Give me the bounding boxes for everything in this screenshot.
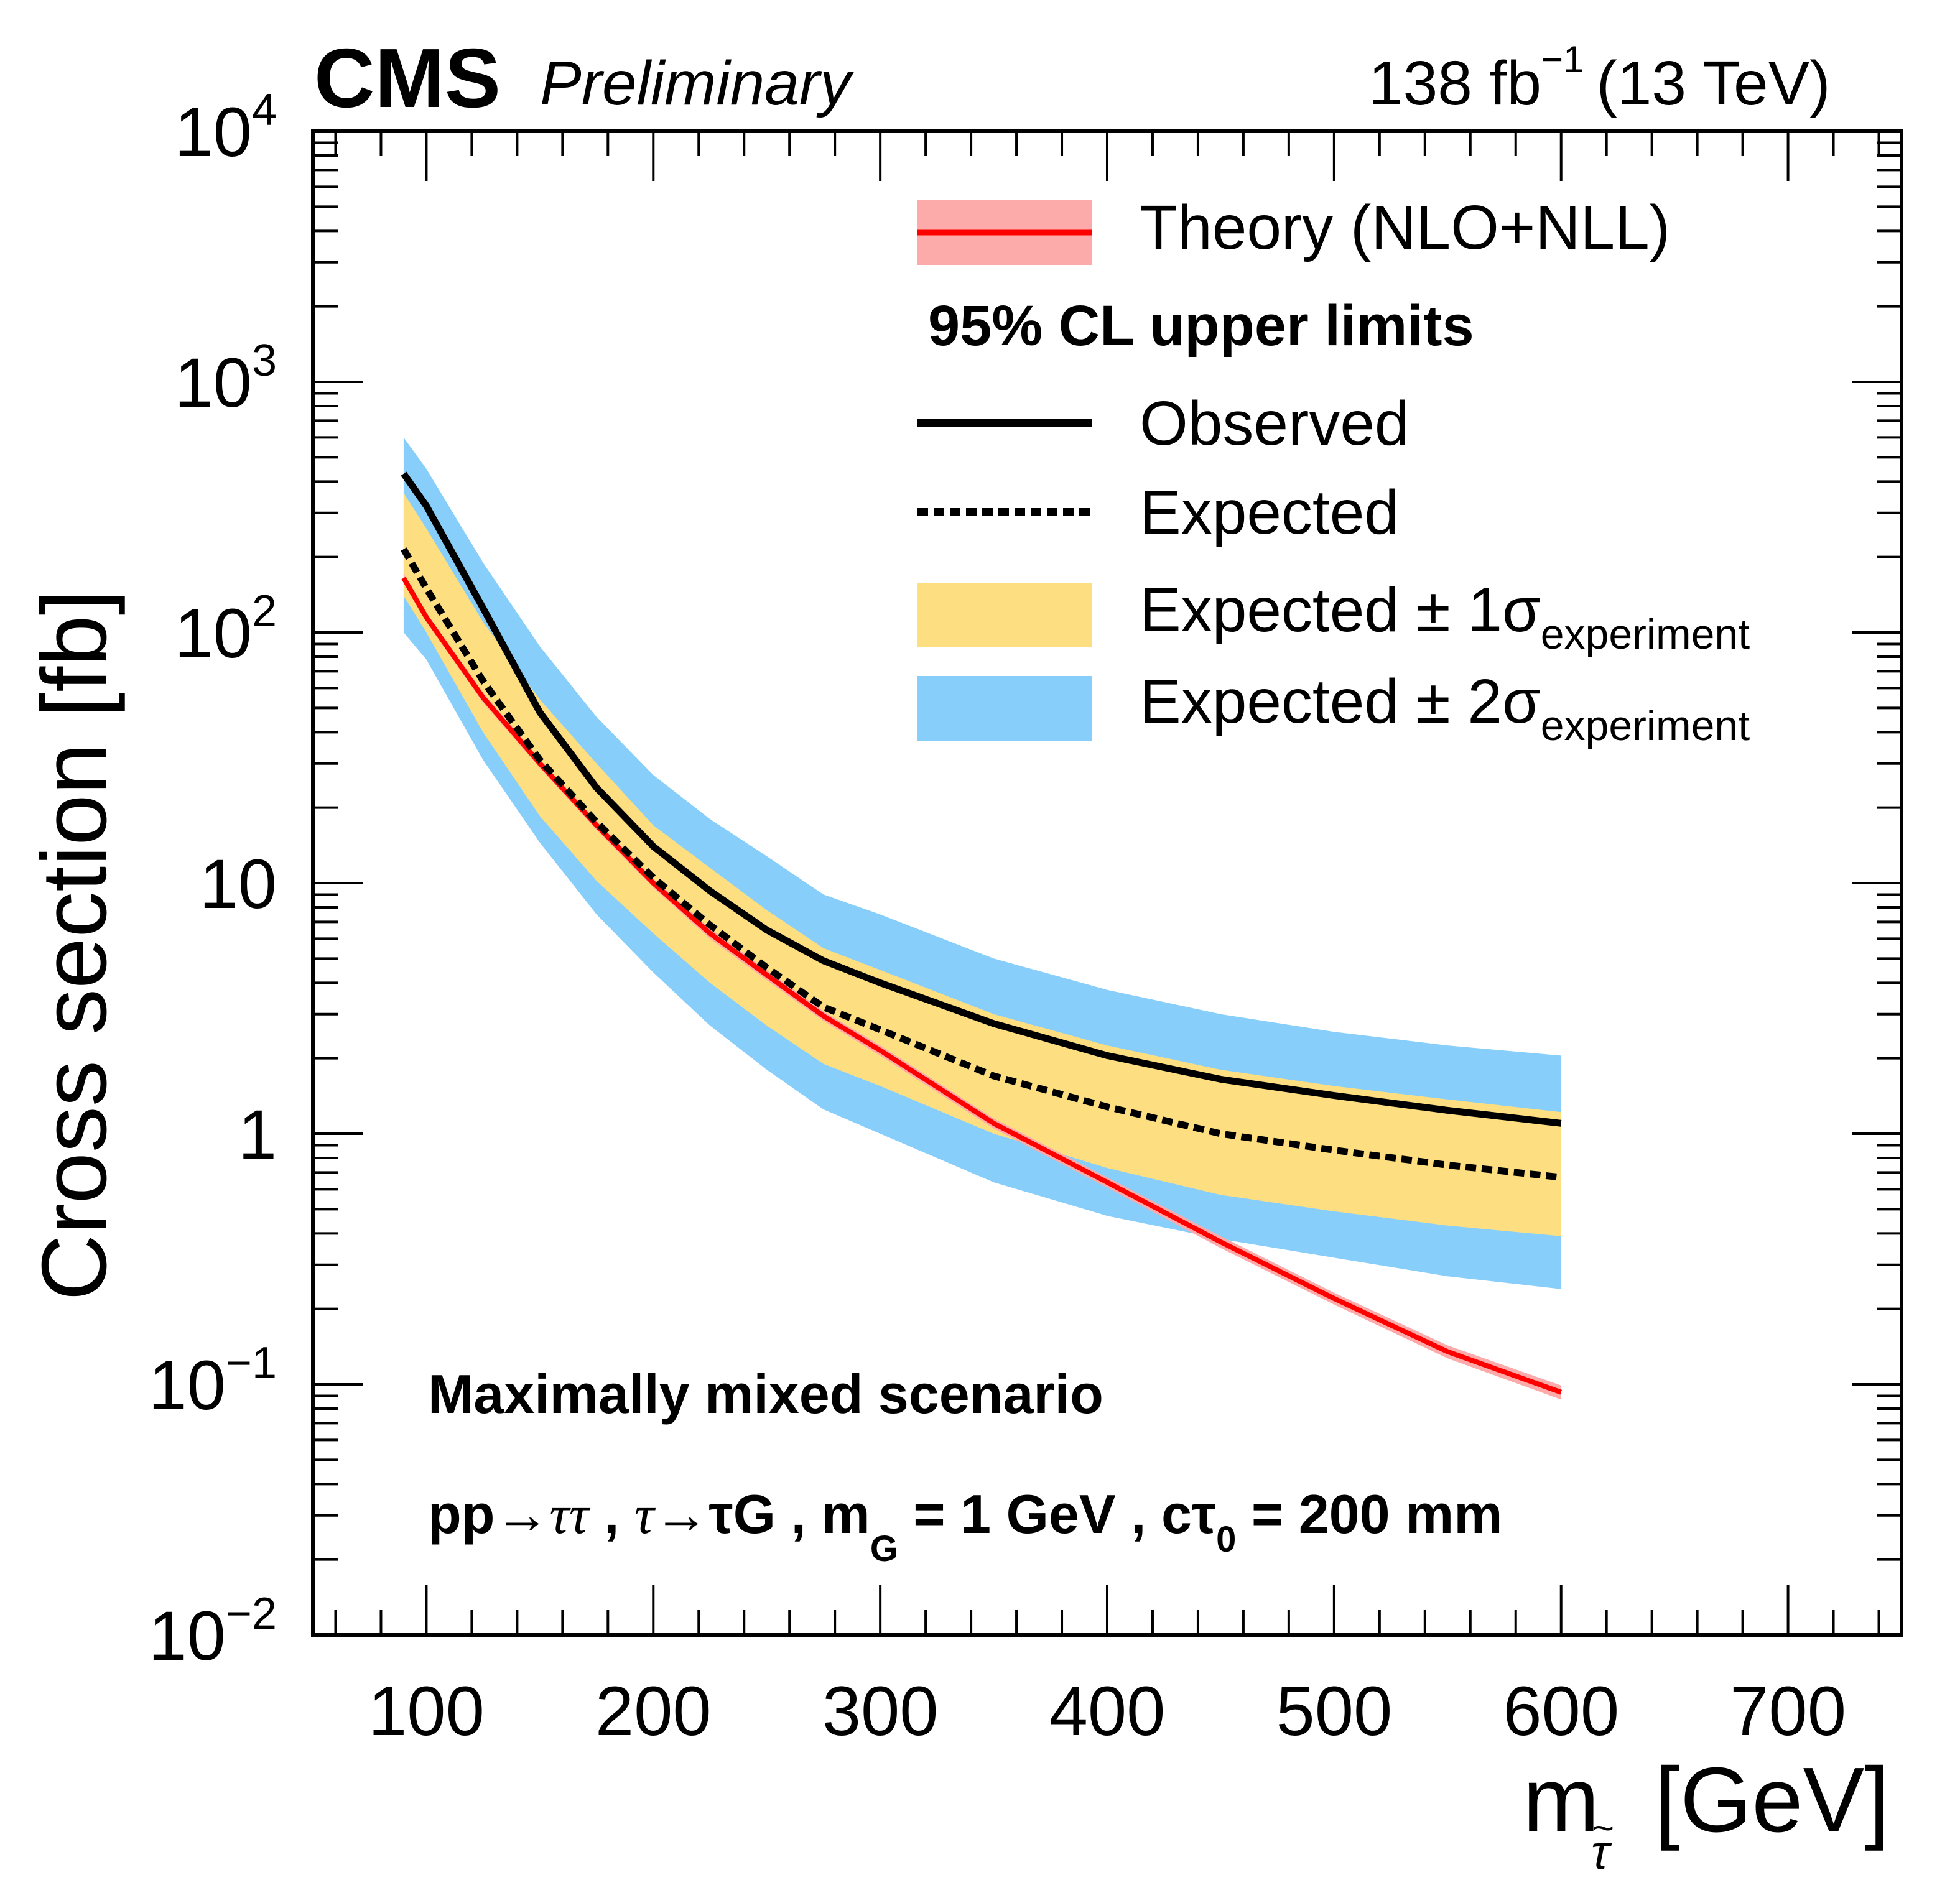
- legend-item-expected: Expected: [917, 478, 1399, 547]
- luminosity-value: 138 fb: [1368, 49, 1541, 118]
- y-tick-label-base: 10: [148, 1346, 226, 1424]
- process-label: pp→ττ , τ→τG , mG = 1 GeV , cτ0 = 200 mm: [428, 1483, 1502, 1569]
- process-mass-sub: G: [870, 1529, 898, 1569]
- luminosity-label: 138 fb−1 (13 TeV): [1368, 39, 1831, 118]
- process-mass: , m: [776, 1483, 870, 1545]
- y-tick-label: 10−2: [148, 1589, 277, 1675]
- y-tick-label-exponent: −2: [226, 1589, 277, 1639]
- process-text: pp→ττ , τ→τG , mG = 1 GeV , cτ0 = 200 mm: [428, 1483, 1502, 1569]
- two-sigma-band: [403, 437, 1561, 1289]
- x-tick-label: 300: [822, 1672, 939, 1750]
- legend-item-two-sigma: Expected ± 2σexperiment: [917, 667, 1750, 749]
- legend-label-one-sigma-main: Expected ± 1σ: [1140, 575, 1541, 645]
- legend-swatch-one-sigma: [917, 583, 1092, 647]
- y-tick-label-base: 1: [238, 1096, 277, 1174]
- legend-header: 95% CL upper limits: [928, 294, 1474, 358]
- y-tick-label-exponent: 2: [252, 586, 277, 636]
- x-tick-label: 400: [1049, 1672, 1166, 1750]
- x-axis-title: m τ ~ [GeV]: [1523, 1749, 1890, 1879]
- process-stau3: τ: [634, 1485, 656, 1545]
- process-decay: →τ: [654, 1483, 733, 1545]
- process-ctau-sub: 0: [1216, 1519, 1236, 1560]
- y-tick-label: 10−1: [148, 1338, 277, 1424]
- process-sep1: ,: [589, 1483, 634, 1545]
- legend-label-one-sigma: Expected ± 1σexperiment: [1140, 575, 1750, 658]
- x-tick-label: 100: [368, 1672, 485, 1750]
- y-tick-label-base: 10: [174, 344, 252, 422]
- process-stau1: τ: [550, 1485, 572, 1545]
- x-tick-label: 600: [1503, 1672, 1619, 1750]
- y-tick-label-base: 10: [174, 595, 252, 672]
- y-tick-label-exponent: 4: [252, 85, 277, 135]
- legend-item-one-sigma: Expected ± 1σexperiment: [917, 575, 1750, 658]
- process-ctau: = 1 GeV , cτ: [898, 1483, 1216, 1545]
- theory-line: [401, 577, 1563, 1395]
- legend-label-theory: Theory (NLO+NLL): [1140, 193, 1670, 262]
- legend-item-theory: Theory (NLO+NLL): [917, 193, 1670, 265]
- x-axis-title-subscript-tilde: ~: [1592, 1807, 1614, 1849]
- legend-label-one-sigma-sub: experiment: [1541, 611, 1750, 658]
- y-tick-label-exponent: 3: [252, 336, 277, 386]
- lines-layer: [401, 471, 1563, 1395]
- y-tick-label-exponent: −1: [226, 1338, 277, 1388]
- luminosity-exponent: −1: [1541, 39, 1584, 80]
- axis-ticks: [313, 131, 1902, 1636]
- legend-label-observed: Observed: [1140, 389, 1410, 458]
- y-tick-label-base: 10: [148, 1597, 226, 1675]
- legend-label-two-sigma-sub: experiment: [1541, 702, 1750, 749]
- cms-label: CMS: [314, 31, 501, 125]
- energy-label: (13 TeV): [1596, 49, 1830, 118]
- x-tick-label: 500: [1276, 1672, 1392, 1750]
- legend: Theory (NLO+NLL) 95% CL upper limits Obs…: [917, 193, 1750, 749]
- y-tick-label: 103: [174, 336, 277, 422]
- expected-line: [401, 547, 1562, 1181]
- x-tick-label: 200: [595, 1672, 712, 1750]
- preliminary-label: Preliminary: [540, 49, 855, 118]
- legend-label-two-sigma-main: Expected ± 2σ: [1140, 667, 1541, 736]
- y-tick-label: 102: [174, 586, 277, 672]
- y-tick-label: 104: [174, 85, 277, 171]
- observed-line: [401, 471, 1562, 1127]
- y-tick-label-base: 10: [174, 93, 252, 171]
- legend-swatch-two-sigma: [917, 676, 1092, 741]
- process-gravitino: G: [733, 1483, 776, 1545]
- y-tick-label-base: 10: [199, 845, 277, 923]
- x-axis-title-m: m: [1523, 1749, 1599, 1851]
- x-axis-title-subscript-tau: τ: [1591, 1825, 1612, 1879]
- x-tick-label: 700: [1730, 1672, 1846, 1750]
- process-ctau-value: = 200 mm: [1236, 1483, 1502, 1545]
- y-tick-label: 1: [238, 1096, 277, 1174]
- process-pp: pp→: [428, 1483, 550, 1545]
- legend-label-expected: Expected: [1140, 478, 1399, 547]
- y-tick-label: 10: [199, 845, 277, 923]
- x-axis-title-unit: [GeV]: [1655, 1749, 1890, 1851]
- process-stau2: τ: [569, 1485, 591, 1545]
- scenario-label: Maximally mixed scenario: [428, 1363, 1103, 1425]
- legend-label-two-sigma: Expected ± 2σexperiment: [1140, 667, 1750, 749]
- legend-item-observed: Observed: [917, 389, 1410, 458]
- y-axis-title: Cross section [fb]: [23, 590, 126, 1300]
- axis-tick-labels: 100 200 300 400 500 600 70010410310210110−110−…: [148, 85, 1846, 1750]
